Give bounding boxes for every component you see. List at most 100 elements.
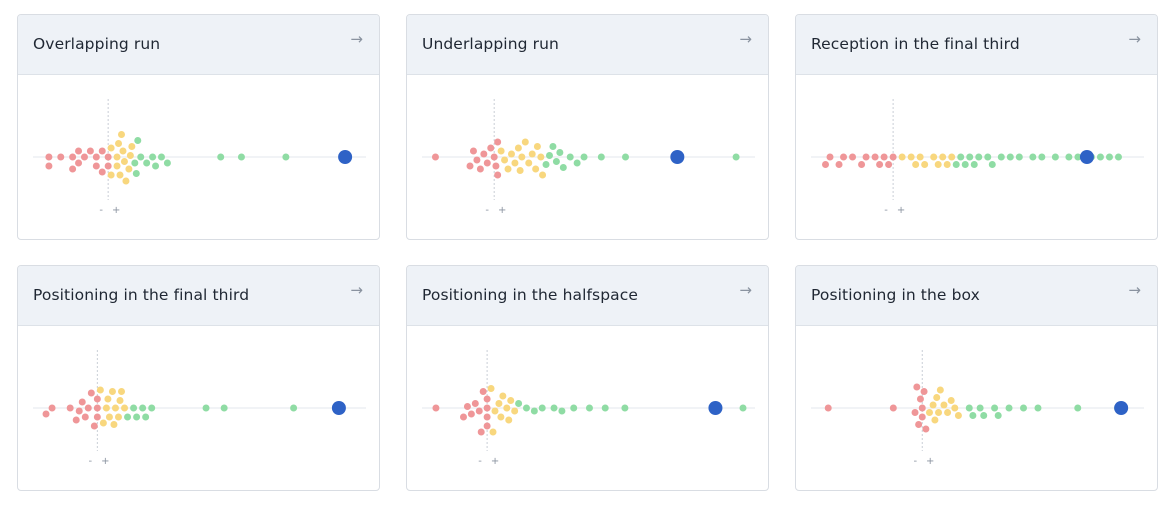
arrow-right-icon[interactable]: →	[739, 281, 752, 299]
data-point	[1005, 404, 1013, 412]
data-point	[940, 401, 948, 409]
data-point	[528, 150, 536, 158]
data-point	[98, 168, 106, 176]
player-marker	[708, 401, 723, 415]
data-point	[1015, 153, 1023, 161]
card-title: Positioning in the halfspace	[422, 286, 639, 304]
data-point	[573, 159, 581, 167]
data-point	[898, 153, 906, 161]
data-point	[130, 404, 138, 412]
metric-card-positioning-box[interactable]: Positioning in the box → - +	[795, 265, 1158, 491]
data-point	[522, 404, 530, 412]
data-point	[539, 171, 547, 179]
data-point	[220, 404, 228, 412]
player-marker	[1114, 401, 1129, 415]
data-point	[822, 161, 830, 168]
data-point	[931, 416, 939, 424]
data-point	[157, 153, 165, 161]
data-point	[480, 150, 488, 158]
data-point	[142, 413, 150, 421]
arrow-right-icon[interactable]: →	[350, 30, 363, 48]
data-point	[104, 162, 112, 170]
beeswarm-chart: - +	[18, 75, 379, 239]
metric-card-reception-final-third[interactable]: Reception in the final third → - +	[795, 14, 1158, 240]
metric-card-positioning-halfspace[interactable]: Positioning in the halfspace → - +	[406, 265, 769, 491]
arrow-right-icon[interactable]: →	[350, 281, 363, 299]
data-point	[1038, 153, 1046, 161]
data-point	[471, 400, 479, 407]
plus-label: +	[101, 456, 109, 467]
minus-label: -	[89, 456, 93, 467]
beeswarm-chart: - +	[796, 326, 1157, 490]
data-point	[824, 404, 832, 412]
data-point	[889, 404, 897, 412]
data-point	[966, 153, 974, 161]
data-point	[514, 144, 522, 152]
data-point	[1096, 153, 1104, 161]
card-header: Reception in the final third →	[796, 15, 1157, 75]
data-point	[84, 404, 92, 412]
minus-label: -	[485, 205, 489, 216]
data-point	[132, 170, 140, 177]
metric-card-underlapping-run[interactable]: Underlapping run → - +	[406, 14, 769, 240]
data-point	[1065, 153, 1073, 161]
data-point	[925, 409, 933, 416]
data-point	[501, 156, 509, 164]
data-point	[916, 395, 924, 403]
data-point	[922, 425, 930, 433]
card-title: Overlapping run	[33, 35, 161, 53]
metric-card-overlapping-run[interactable]: Overlapping run → - +	[17, 14, 380, 240]
data-point	[935, 409, 943, 416]
data-point	[889, 153, 897, 161]
data-point	[934, 161, 942, 168]
data-point	[116, 171, 124, 179]
chart-svg: - +	[422, 99, 755, 216]
data-point	[1029, 153, 1037, 161]
data-point	[119, 147, 127, 155]
data-point	[585, 404, 593, 412]
data-point	[975, 153, 983, 161]
data-point	[81, 413, 89, 421]
data-point	[134, 137, 142, 144]
data-point	[111, 404, 119, 412]
data-point	[947, 397, 955, 404]
player-marker	[670, 150, 685, 164]
beeswarm-chart: - +	[18, 326, 379, 490]
beeswarm-chart: - +	[407, 75, 768, 239]
arrow-right-icon[interactable]: →	[739, 30, 752, 48]
arrow-right-icon[interactable]: →	[1128, 281, 1141, 299]
data-point	[516, 167, 524, 174]
data-point	[880, 153, 888, 161]
card-header: Underlapping run →	[407, 15, 768, 75]
data-point	[90, 422, 98, 430]
data-point	[997, 153, 1005, 161]
data-point	[469, 147, 477, 155]
data-point	[918, 413, 926, 421]
plus-label: +	[491, 456, 499, 467]
data-point	[545, 152, 553, 159]
data-point	[483, 413, 491, 421]
data-point	[467, 410, 475, 418]
data-point	[549, 143, 557, 150]
data-point	[48, 404, 56, 412]
data-point	[916, 153, 924, 161]
arrow-right-icon[interactable]: →	[1128, 30, 1141, 48]
data-point	[131, 159, 139, 167]
data-point	[116, 397, 124, 404]
data-point	[102, 404, 110, 412]
data-point	[72, 416, 80, 424]
metric-card-positioning-final-third[interactable]: Positioning in the final third → - +	[17, 265, 380, 491]
data-point	[290, 404, 298, 412]
data-point	[511, 159, 519, 167]
data-point	[483, 395, 491, 403]
data-point	[552, 158, 560, 165]
data-point	[479, 388, 487, 395]
data-point	[490, 153, 498, 161]
card-title: Positioning in the final third	[33, 286, 250, 304]
data-point	[80, 153, 88, 161]
data-point	[913, 383, 921, 391]
data-point	[124, 413, 132, 421]
data-point	[915, 421, 923, 428]
data-point	[92, 162, 100, 170]
data-point	[1006, 153, 1014, 161]
